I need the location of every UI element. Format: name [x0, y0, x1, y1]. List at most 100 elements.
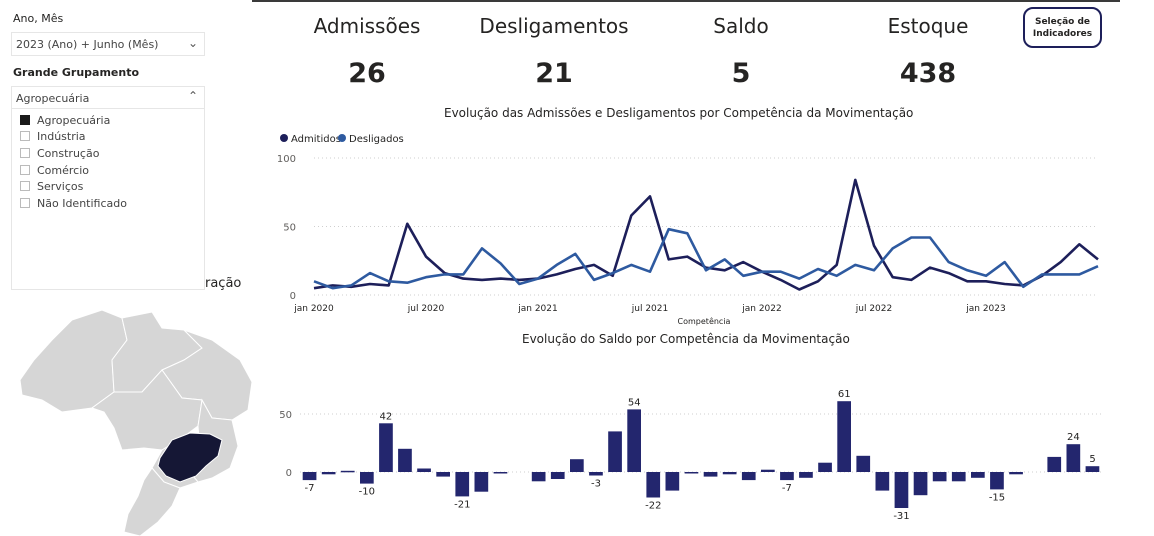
- minas-gerais-highlight: [157, 432, 223, 483]
- map-title: ração: [205, 276, 242, 291]
- bar: [1085, 466, 1100, 472]
- option-label: Serviços: [37, 179, 84, 193]
- bar: [951, 472, 966, 482]
- checkbox-icon[interactable]: [20, 198, 30, 208]
- bar: [436, 472, 450, 477]
- bar: [531, 472, 546, 482]
- option-agropecuaria[interactable]: Agropecuária: [20, 112, 110, 128]
- bar-data-label: -7: [305, 483, 315, 494]
- legend-label: Desligados: [349, 134, 404, 145]
- top-divider: [252, 0, 1120, 2]
- checkbox-icon[interactable]: [20, 131, 30, 141]
- ano-mes-label: Ano, Mês: [13, 12, 64, 25]
- bar: [379, 423, 393, 472]
- y-tick-label: 0: [286, 468, 292, 479]
- ano-mes-value: 2023 (Ano) + Junho (Mês): [16, 38, 159, 51]
- bar: [722, 472, 737, 475]
- kpi-admissoes-title: Admissões: [313, 14, 421, 38]
- bar: [360, 472, 374, 484]
- selecao-indicadores-button[interactable]: Seleção de Indicadores: [1023, 7, 1102, 48]
- ano-mes-dropdown[interactable]: 2023 (Ano) + Junho (Mês) ⌄: [11, 32, 205, 56]
- bar: [550, 472, 565, 479]
- grupamento-value: Agropecuária: [16, 92, 90, 105]
- bar-data-label: 61: [838, 389, 851, 400]
- bar-data-label: -3: [591, 479, 601, 490]
- option-label: Agropecuária: [37, 113, 111, 127]
- checkbox-icon[interactable]: [20, 165, 30, 175]
- bar: [913, 472, 928, 496]
- bar: [894, 472, 909, 508]
- y-tick-label: 50: [279, 410, 292, 421]
- option-industria[interactable]: Indústria: [20, 128, 86, 144]
- series-line-desligados: [313, 227, 1099, 290]
- brazil-map[interactable]: [12, 300, 262, 536]
- option-comercio[interactable]: Comércio: [20, 162, 89, 178]
- option-label: Construção: [37, 146, 100, 160]
- option-label: Indústria: [37, 129, 86, 143]
- bar: [875, 472, 890, 491]
- bar: [741, 472, 756, 481]
- option-nao-identificado[interactable]: Não Identificado: [20, 195, 127, 211]
- bar: [474, 472, 489, 492]
- line-chart[interactable]: Admitidos Desligados 0 50 100 jan 2020 jul 202…: [270, 128, 1110, 328]
- x-tick-label: jan 2023: [965, 304, 1006, 314]
- y-tick-label: 50: [283, 223, 296, 234]
- bar-data-label: -10: [359, 487, 375, 498]
- bar: [455, 472, 470, 497]
- x-tick-label: jul 2022: [855, 304, 892, 314]
- bar: [570, 459, 584, 472]
- bar: [932, 472, 947, 482]
- bar: [340, 470, 355, 473]
- kpi-estoque-value: 438: [899, 58, 957, 89]
- bar: [780, 472, 794, 481]
- option-label: Comércio: [37, 163, 90, 177]
- bar-data-label: 5: [1089, 454, 1095, 465]
- checkbox-checked-icon[interactable]: [20, 115, 30, 125]
- checkbox-icon[interactable]: [20, 181, 30, 191]
- bar-data-label: -22: [645, 501, 661, 512]
- x-tick-label: jan 2022: [741, 304, 782, 314]
- line-chart-title: Evolução das Admissões e Desligamentos p…: [444, 106, 914, 120]
- x-axis-title: Competência: [678, 316, 731, 326]
- x-tick-label: jul 2020: [407, 304, 445, 314]
- grupamento-option-list: Agropecuária Indústria Construção Comérc…: [11, 108, 205, 290]
- bar: [799, 472, 813, 478]
- x-tick-label: jan 2021: [517, 304, 558, 314]
- bar: [665, 472, 680, 491]
- bar: [684, 472, 699, 474]
- option-label: Não Identificado: [37, 196, 127, 210]
- bar: [1009, 472, 1023, 475]
- bar: [646, 472, 661, 498]
- kpi-admissoes-value: 26: [348, 58, 386, 89]
- chevron-up-icon[interactable]: ⌃: [187, 89, 198, 103]
- bar-chart[interactable]: 0 50 -7 -10 42 -21 -3 54 -22 -7 61 -31 -15 24 5: [270, 352, 1110, 536]
- chevron-down-icon[interactable]: ⌄: [187, 36, 198, 50]
- kpi-saldo-title: Saldo: [713, 14, 769, 38]
- bar-data-label: -21: [454, 499, 470, 510]
- x-tick-label: jan 2020: [293, 304, 334, 314]
- bar: [1066, 444, 1081, 472]
- bar-chart-title: Evolução do Saldo por Competência da Mov…: [522, 332, 850, 346]
- legend-label: Admitidos: [291, 134, 341, 145]
- option-servicos[interactable]: Serviços: [20, 178, 83, 194]
- bar: [990, 472, 1004, 490]
- legend-marker: [280, 134, 288, 142]
- kpi-saldo-value: 5: [731, 58, 751, 89]
- bar-data-label: 54: [628, 397, 641, 408]
- grupamento-dropdown[interactable]: Agropecuária ⌃: [11, 86, 205, 110]
- bar-data-label: 42: [380, 411, 393, 422]
- option-construcao[interactable]: Construção: [20, 145, 99, 161]
- bar: [837, 401, 851, 472]
- bar: [589, 472, 603, 476]
- bar: [761, 469, 775, 472]
- x-tick-label: jul 2021: [631, 304, 668, 314]
- kpi-estoque-title: Estoque: [887, 14, 969, 38]
- legend-marker: [338, 134, 346, 142]
- bar-data-label: 24: [1067, 432, 1080, 443]
- kpi-desligamentos-value: 21: [535, 58, 573, 89]
- checkbox-icon[interactable]: [20, 148, 30, 158]
- bar-data-label: -15: [989, 492, 1005, 503]
- bar: [1047, 456, 1062, 472]
- bar: [971, 472, 985, 478]
- bar: [627, 409, 641, 472]
